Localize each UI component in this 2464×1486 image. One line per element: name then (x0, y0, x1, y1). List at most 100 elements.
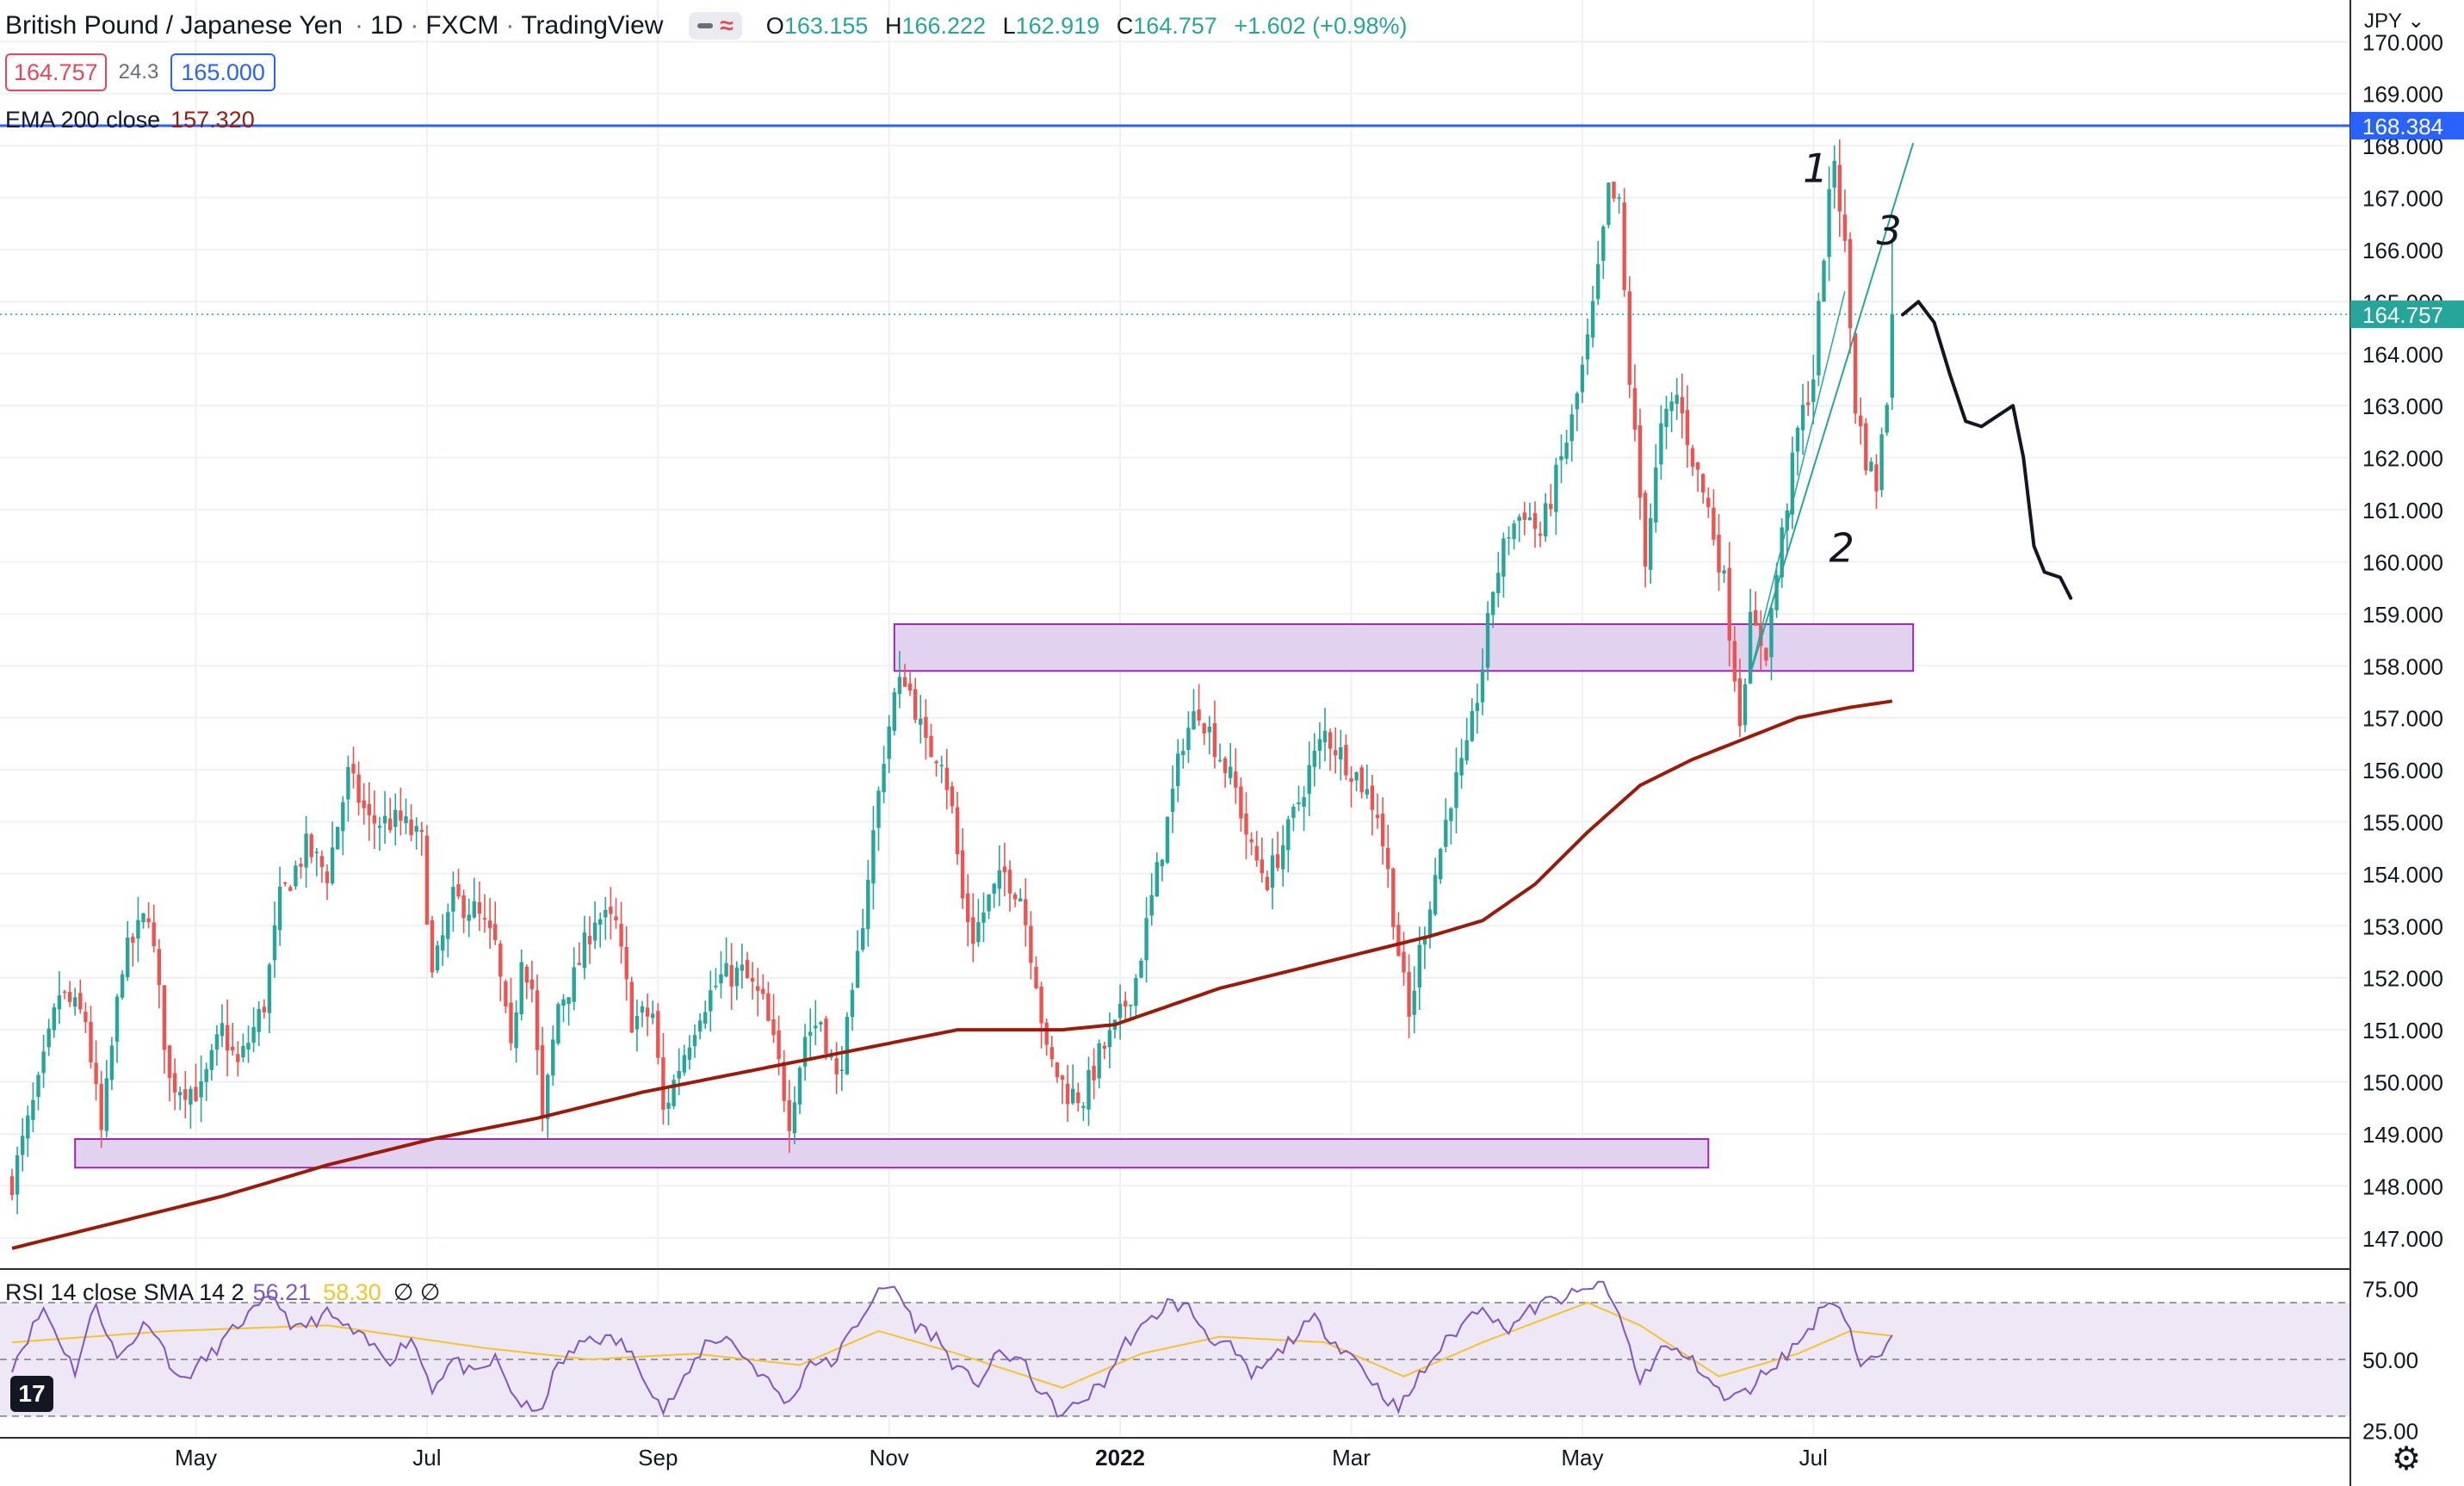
interval[interactable]: 1D (369, 11, 404, 40)
candle-body (1002, 866, 1007, 873)
candle-body (1827, 189, 1831, 257)
candle-body (1649, 517, 1653, 570)
candle-body (487, 920, 492, 929)
candle-body (1207, 727, 1211, 733)
candle-body (109, 1045, 115, 1080)
candle-body (152, 922, 156, 947)
candle-body (441, 935, 445, 951)
candle-body (209, 1049, 214, 1070)
candle-body (388, 818, 393, 831)
candle-body (829, 1056, 833, 1058)
buy-button[interactable]: 165.000 (170, 53, 275, 91)
candle-body (1049, 1047, 1054, 1060)
price-tick-label: 166.000 (2362, 238, 2443, 263)
price-tick-label: 147.000 (2362, 1226, 2443, 1252)
candle-body (1322, 730, 1328, 743)
candle-body (377, 826, 382, 828)
candle-body (1396, 925, 1401, 957)
candle-body (1029, 926, 1033, 963)
zone-rect (74, 1138, 1710, 1169)
candle-body (1234, 771, 1238, 788)
ema-value: 157.320 (170, 107, 255, 133)
candle-body (814, 1025, 818, 1029)
candle-body (1334, 750, 1338, 756)
candle-body (372, 815, 377, 824)
candle-body (729, 965, 734, 987)
candle-body (661, 1057, 666, 1111)
candle-body (498, 944, 503, 977)
candle-body (367, 804, 371, 815)
candle-body (162, 985, 167, 1050)
time-tick-label: Jul (1799, 1445, 1828, 1471)
candle-body (966, 893, 970, 922)
candle-body (1507, 537, 1511, 539)
candle-body (267, 964, 272, 1013)
candle-body (1192, 711, 1196, 730)
rsi-sma-line (11, 1301, 1892, 1389)
candle-body (1297, 802, 1301, 805)
candle-body (330, 847, 335, 884)
flag-toggle[interactable]: ≈ (689, 12, 742, 40)
candle-body (31, 1099, 35, 1120)
price-tag-label: 168.384 (2362, 114, 2443, 139)
candle-body (1811, 379, 1816, 403)
price-tick-label: 153.000 (2362, 913, 2443, 939)
ema-legend[interactable]: EMA 200 close 157.320 (5, 107, 255, 133)
candle-body (451, 886, 455, 912)
candle-body (236, 1054, 240, 1062)
symbol-name[interactable]: British Pound / Japanese Yen (5, 11, 343, 40)
candle-body (504, 981, 508, 1006)
candle-body (1496, 573, 1501, 594)
candle-body (577, 963, 581, 965)
candle-body (167, 1045, 172, 1079)
candle-body (1790, 452, 1795, 515)
candle-body (382, 815, 387, 824)
candle-body (924, 716, 928, 738)
candle-body (1512, 523, 1516, 540)
candle-body (1737, 678, 1743, 727)
rsi-sma-value: 58.30 (323, 1279, 381, 1305)
candle-body (1160, 859, 1165, 867)
candle-body (902, 677, 907, 687)
candle-body (687, 1047, 692, 1060)
candle-body (1549, 504, 1553, 510)
candle-body (1806, 402, 1811, 406)
time-tick-label: May (175, 1445, 217, 1471)
annotation-label: 2 (1829, 524, 1854, 571)
gear-icon[interactable]: ⚙ (2392, 1441, 2422, 1477)
candle-body (808, 1031, 813, 1036)
candle-body (1717, 535, 1721, 573)
candle-body (587, 936, 592, 944)
candle-body (189, 1088, 193, 1105)
candle-body (1212, 722, 1217, 758)
candle-body (971, 917, 975, 944)
candle-body (1627, 291, 1631, 385)
candle-body (288, 887, 293, 891)
candle-body (1202, 723, 1206, 734)
tradingview-logo[interactable]: 17 (10, 1376, 53, 1412)
candle-body (1754, 610, 1758, 626)
candle-body (1743, 684, 1748, 726)
candle-body (178, 1092, 183, 1096)
candle-body (1007, 870, 1012, 894)
candle-body (782, 1062, 786, 1101)
candle-body (845, 1017, 850, 1074)
candle-body (1890, 314, 1894, 398)
candle-body (1454, 771, 1458, 808)
candle-body (1433, 875, 1438, 915)
zone-rect (893, 622, 1915, 672)
trend-line (1749, 142, 1915, 674)
sell-button[interactable]: 164.757 (5, 53, 107, 91)
candle-body (897, 677, 902, 695)
candle-body (1239, 786, 1243, 819)
candle-body (67, 992, 72, 1002)
candle-body (1590, 300, 1595, 338)
price-tick-label: 162.000 (2362, 446, 2443, 472)
candle-body (551, 1039, 555, 1076)
candle-body (1832, 160, 1836, 188)
rsi-legend[interactable]: RSI 14 close SMA 14 2 56.21 58.30 ∅ ∅ (5, 1279, 440, 1306)
candle-body (514, 1012, 518, 1049)
candle-body (241, 1045, 245, 1058)
